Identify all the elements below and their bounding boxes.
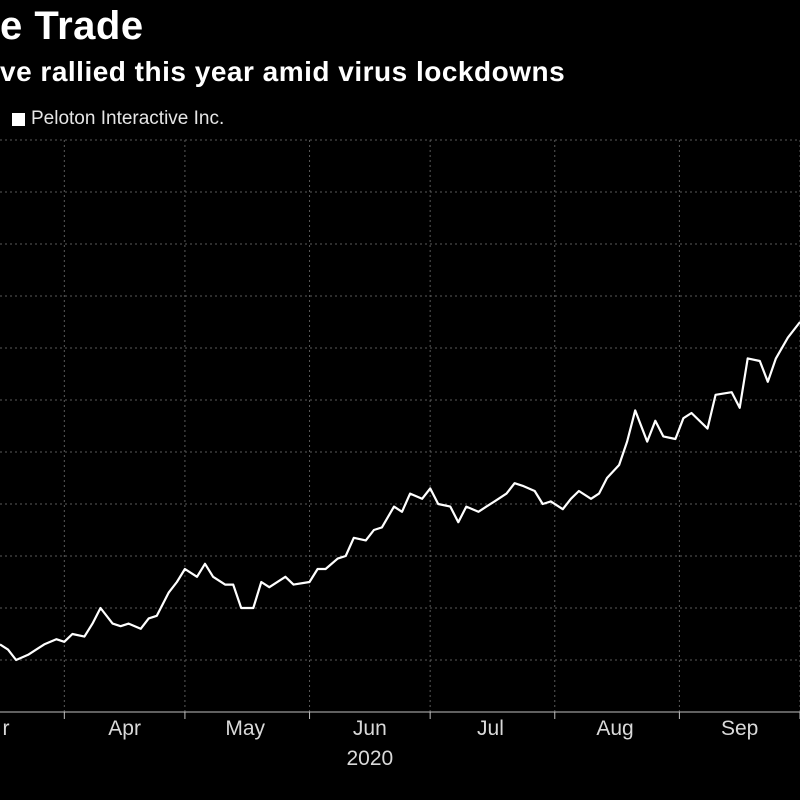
x-tick-label: Apr — [108, 717, 141, 740]
x-tick-label: May — [225, 717, 265, 740]
grid — [0, 139, 800, 712]
chart-subtitle: ve rallied this year amid virus lockdown… — [0, 56, 566, 87]
x-year-label: 2020 — [346, 747, 393, 770]
x-tick-label: Sep — [721, 717, 758, 740]
legend-swatch — [12, 112, 25, 126]
x-tick-label: r — [3, 717, 10, 740]
chart-title: e Trade — [0, 4, 144, 48]
legend: Peloton Interactive Inc. — [12, 108, 224, 130]
series-line-peloton — [0, 321, 800, 662]
legend-label: Peloton Interactive Inc. — [31, 108, 225, 129]
x-tick-label: Jun — [353, 717, 387, 740]
x-tick-label: Aug — [596, 717, 633, 740]
x-tick-label: Jul — [477, 717, 504, 740]
x-axis: r Apr May Jun Jul Aug Sep 2020 — [0, 711, 800, 770]
